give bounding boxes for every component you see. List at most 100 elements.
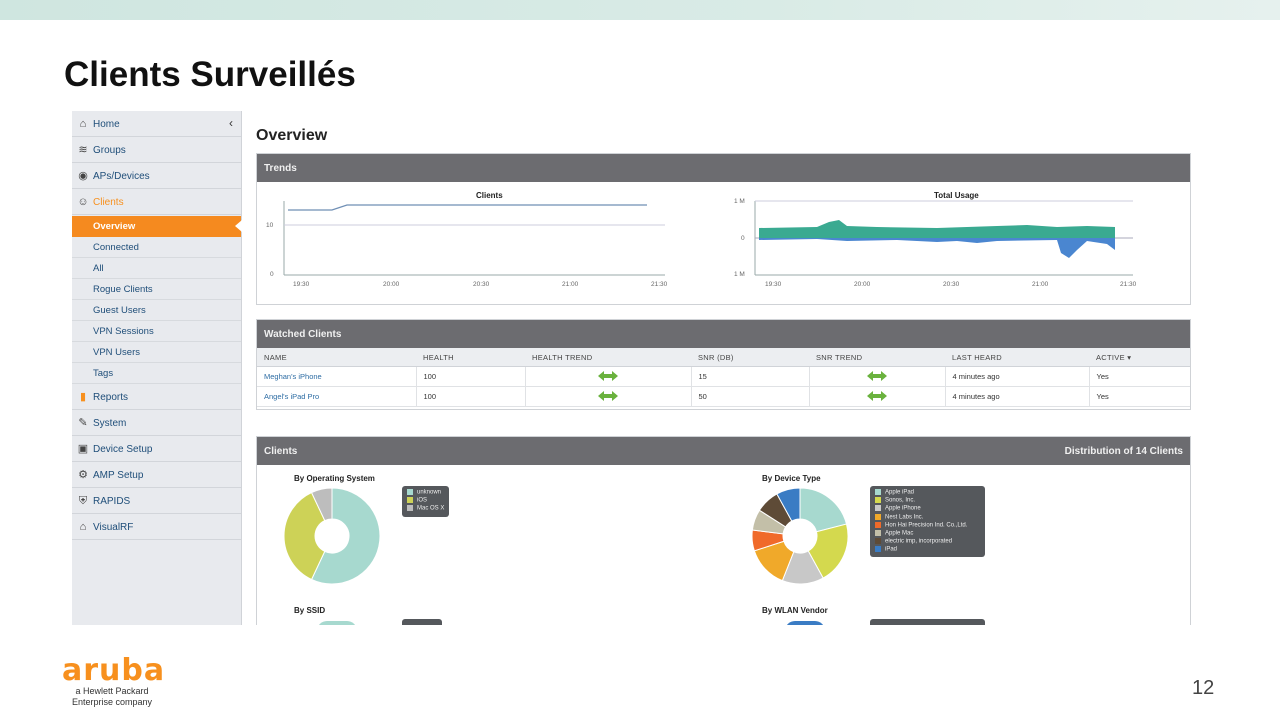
y-tick-label: 10 bbox=[266, 222, 274, 229]
device-pie-slice[interactable] bbox=[799, 487, 848, 533]
main-content: Overview Trends Clients 10 0 19:30 20:00… bbox=[242, 111, 1200, 625]
clients-line-chart bbox=[283, 201, 665, 276]
sidebar-item-label: System bbox=[93, 418, 127, 429]
legend-entry: iPad bbox=[875, 546, 980, 554]
y-tick-label: 1 M bbox=[734, 198, 745, 205]
x-tick-label: 20:30 bbox=[943, 281, 960, 288]
page-number: 12 bbox=[1192, 677, 1215, 699]
column-header[interactable]: NAME bbox=[257, 348, 416, 367]
panel-title: Watched Clients bbox=[264, 329, 342, 340]
snr-value: 50 bbox=[691, 386, 810, 407]
legend-entry: Apple iPhone bbox=[875, 505, 980, 513]
sidebar-subitem-label: VPN Users bbox=[93, 347, 140, 358]
x-tick-label: 21:00 bbox=[562, 281, 579, 288]
slide-top-band bbox=[0, 0, 1280, 20]
column-header[interactable]: HEALTH bbox=[416, 348, 525, 367]
device-pie-title: By Device Type bbox=[762, 474, 821, 483]
health-trend-cell bbox=[525, 386, 692, 407]
os-pie-slice[interactable] bbox=[310, 487, 333, 522]
os-pie-chart bbox=[283, 487, 381, 585]
sidebar-subitem-guest-users[interactable]: Guest Users bbox=[72, 300, 241, 321]
sidebar-item-amp-setup[interactable]: ⚙ AMP Setup bbox=[72, 462, 241, 488]
sidebar-subitem-tags[interactable]: Tags bbox=[72, 363, 241, 384]
sidebar-item-aps-devices[interactable]: ◉ APs/Devices bbox=[72, 163, 241, 189]
trends-panel: Trends Clients 10 0 19:30 20:00 20:30 21… bbox=[256, 153, 1191, 305]
sidebar-subitem-label: Overview bbox=[93, 221, 136, 232]
usage-in-area bbox=[759, 220, 1115, 238]
column-header[interactable]: SNR TREND bbox=[809, 348, 945, 367]
sidebar: ⌂ Home ‹ ≋ Groups ◉ APs/Devices ☺ Client… bbox=[72, 111, 242, 625]
double-arrow-icon bbox=[867, 390, 887, 401]
watched-clients-table: NAME HEALTH HEALTH TREND SNR (DB) SNR TR… bbox=[257, 348, 1190, 407]
sidebar-item-home[interactable]: ⌂ Home ‹ bbox=[72, 111, 241, 137]
sidebar-subitem-label: Tags bbox=[93, 368, 114, 379]
ssid-legend bbox=[402, 619, 442, 625]
eye-icon: ◉ bbox=[78, 170, 88, 182]
sidebar-subitem-vpn-sessions[interactable]: VPN Sessions bbox=[72, 321, 241, 342]
legend-entry: unknown bbox=[407, 489, 444, 497]
sidebar-item-label: Clients bbox=[93, 197, 124, 208]
clients-distribution-panel: Clients Distribution of 14 Clients By Op… bbox=[256, 436, 1191, 625]
logo-word: aruba bbox=[62, 653, 166, 688]
sidebar-subitem-label: VPN Sessions bbox=[93, 326, 154, 337]
sidebar-item-clients[interactable]: ☺ Clients bbox=[72, 189, 241, 215]
sidebar-item-rapids[interactable]: ⛨ RAPIDS bbox=[72, 488, 241, 514]
active-value: Yes bbox=[1089, 386, 1190, 407]
panel-title: Clients bbox=[264, 446, 298, 457]
sidebar-item-label: Groups bbox=[93, 145, 126, 156]
sidebar-item-label: APs/Devices bbox=[93, 171, 150, 182]
clients-series-line bbox=[288, 204, 647, 211]
ssid-pie-title: By SSID bbox=[294, 606, 326, 615]
device-pie-slice[interactable] bbox=[776, 487, 801, 522]
y-tick-label: 0 bbox=[270, 271, 274, 278]
client-name-link[interactable]: Meghan's iPhone bbox=[257, 366, 417, 387]
sidebar-item-device-setup[interactable]: ▣ Device Setup bbox=[72, 436, 241, 462]
slide-title: Clients Surveillés bbox=[64, 55, 356, 94]
snr-trend-cell bbox=[809, 386, 946, 407]
legend-entry: electric imp, incorporated bbox=[875, 538, 980, 546]
column-header[interactable]: HEALTH TREND bbox=[525, 348, 691, 367]
usage-chart-title: Total Usage bbox=[934, 191, 979, 200]
sidebar-item-label: VisualRF bbox=[93, 522, 134, 533]
sidebar-item-system[interactable]: ✎ System bbox=[72, 410, 241, 436]
x-tick-label: 21:30 bbox=[651, 281, 668, 288]
building-icon: ⌂ bbox=[79, 521, 87, 533]
column-header[interactable]: SNR (DB) bbox=[691, 348, 809, 367]
watched-clients-header: Watched Clients bbox=[257, 320, 1190, 348]
sidebar-item-visualrf[interactable]: ⌂ VisualRF bbox=[72, 514, 241, 540]
sidebar-item-reports[interactable]: ▮ Reports bbox=[72, 384, 241, 410]
health-value: 100 bbox=[416, 386, 526, 407]
sidebar-subitem-vpn-users[interactable]: VPN Users bbox=[72, 342, 241, 363]
distribution-count: Distribution of 14 Clients bbox=[1064, 446, 1183, 457]
column-header[interactable]: LAST HEARD bbox=[945, 348, 1089, 367]
sidebar-subitem-rogue-clients[interactable]: Rogue Clients bbox=[72, 279, 241, 300]
x-tick-label: 20:00 bbox=[383, 281, 400, 288]
sidebar-item-label: RAPIDS bbox=[93, 496, 131, 507]
wifi-icon: ≋ bbox=[78, 144, 88, 156]
aruba-logo: aruba a Hewlett Packard Enterprise compa… bbox=[62, 653, 166, 708]
legend-entry: Apple iPad bbox=[875, 489, 980, 497]
os-pie-slice[interactable] bbox=[310, 487, 381, 585]
sidebar-subitem-overview[interactable]: Overview bbox=[72, 216, 242, 237]
legend-entry: Nest Labs Inc. bbox=[875, 513, 980, 522]
column-header-active[interactable]: ACTIVE ▾ bbox=[1089, 348, 1190, 367]
sidebar-item-groups[interactable]: ≋ Groups bbox=[72, 137, 241, 163]
x-tick-label: 21:00 bbox=[1032, 281, 1049, 288]
chevron-left-icon[interactable]: ‹ bbox=[229, 116, 233, 130]
vendor-pie-title: By WLAN Vendor bbox=[762, 606, 828, 615]
legend-entry: Apple Mac bbox=[875, 529, 980, 538]
last-heard-value: 4 minutes ago bbox=[945, 366, 1090, 387]
gears-icon: ⚙ bbox=[78, 469, 88, 481]
client-name-link[interactable]: Angel's iPad Pro bbox=[257, 386, 417, 407]
x-tick-label: 20:00 bbox=[854, 281, 871, 288]
device-type-pie-chart bbox=[751, 487, 849, 585]
x-tick-label: 19:30 bbox=[293, 281, 310, 288]
os-pie-slice[interactable] bbox=[283, 491, 326, 581]
users-icon: ☺ bbox=[77, 196, 89, 208]
sidebar-subitem-connected[interactable]: Connected bbox=[72, 237, 241, 258]
sidebar-subitem-all[interactable]: All bbox=[72, 258, 241, 279]
device-type-legend: Apple iPad Sonos, Inc. Apple iPhone Nest… bbox=[870, 486, 985, 558]
snr-value: 15 bbox=[691, 366, 810, 387]
bar-chart-icon: ▮ bbox=[79, 391, 87, 403]
double-arrow-icon bbox=[598, 390, 618, 401]
